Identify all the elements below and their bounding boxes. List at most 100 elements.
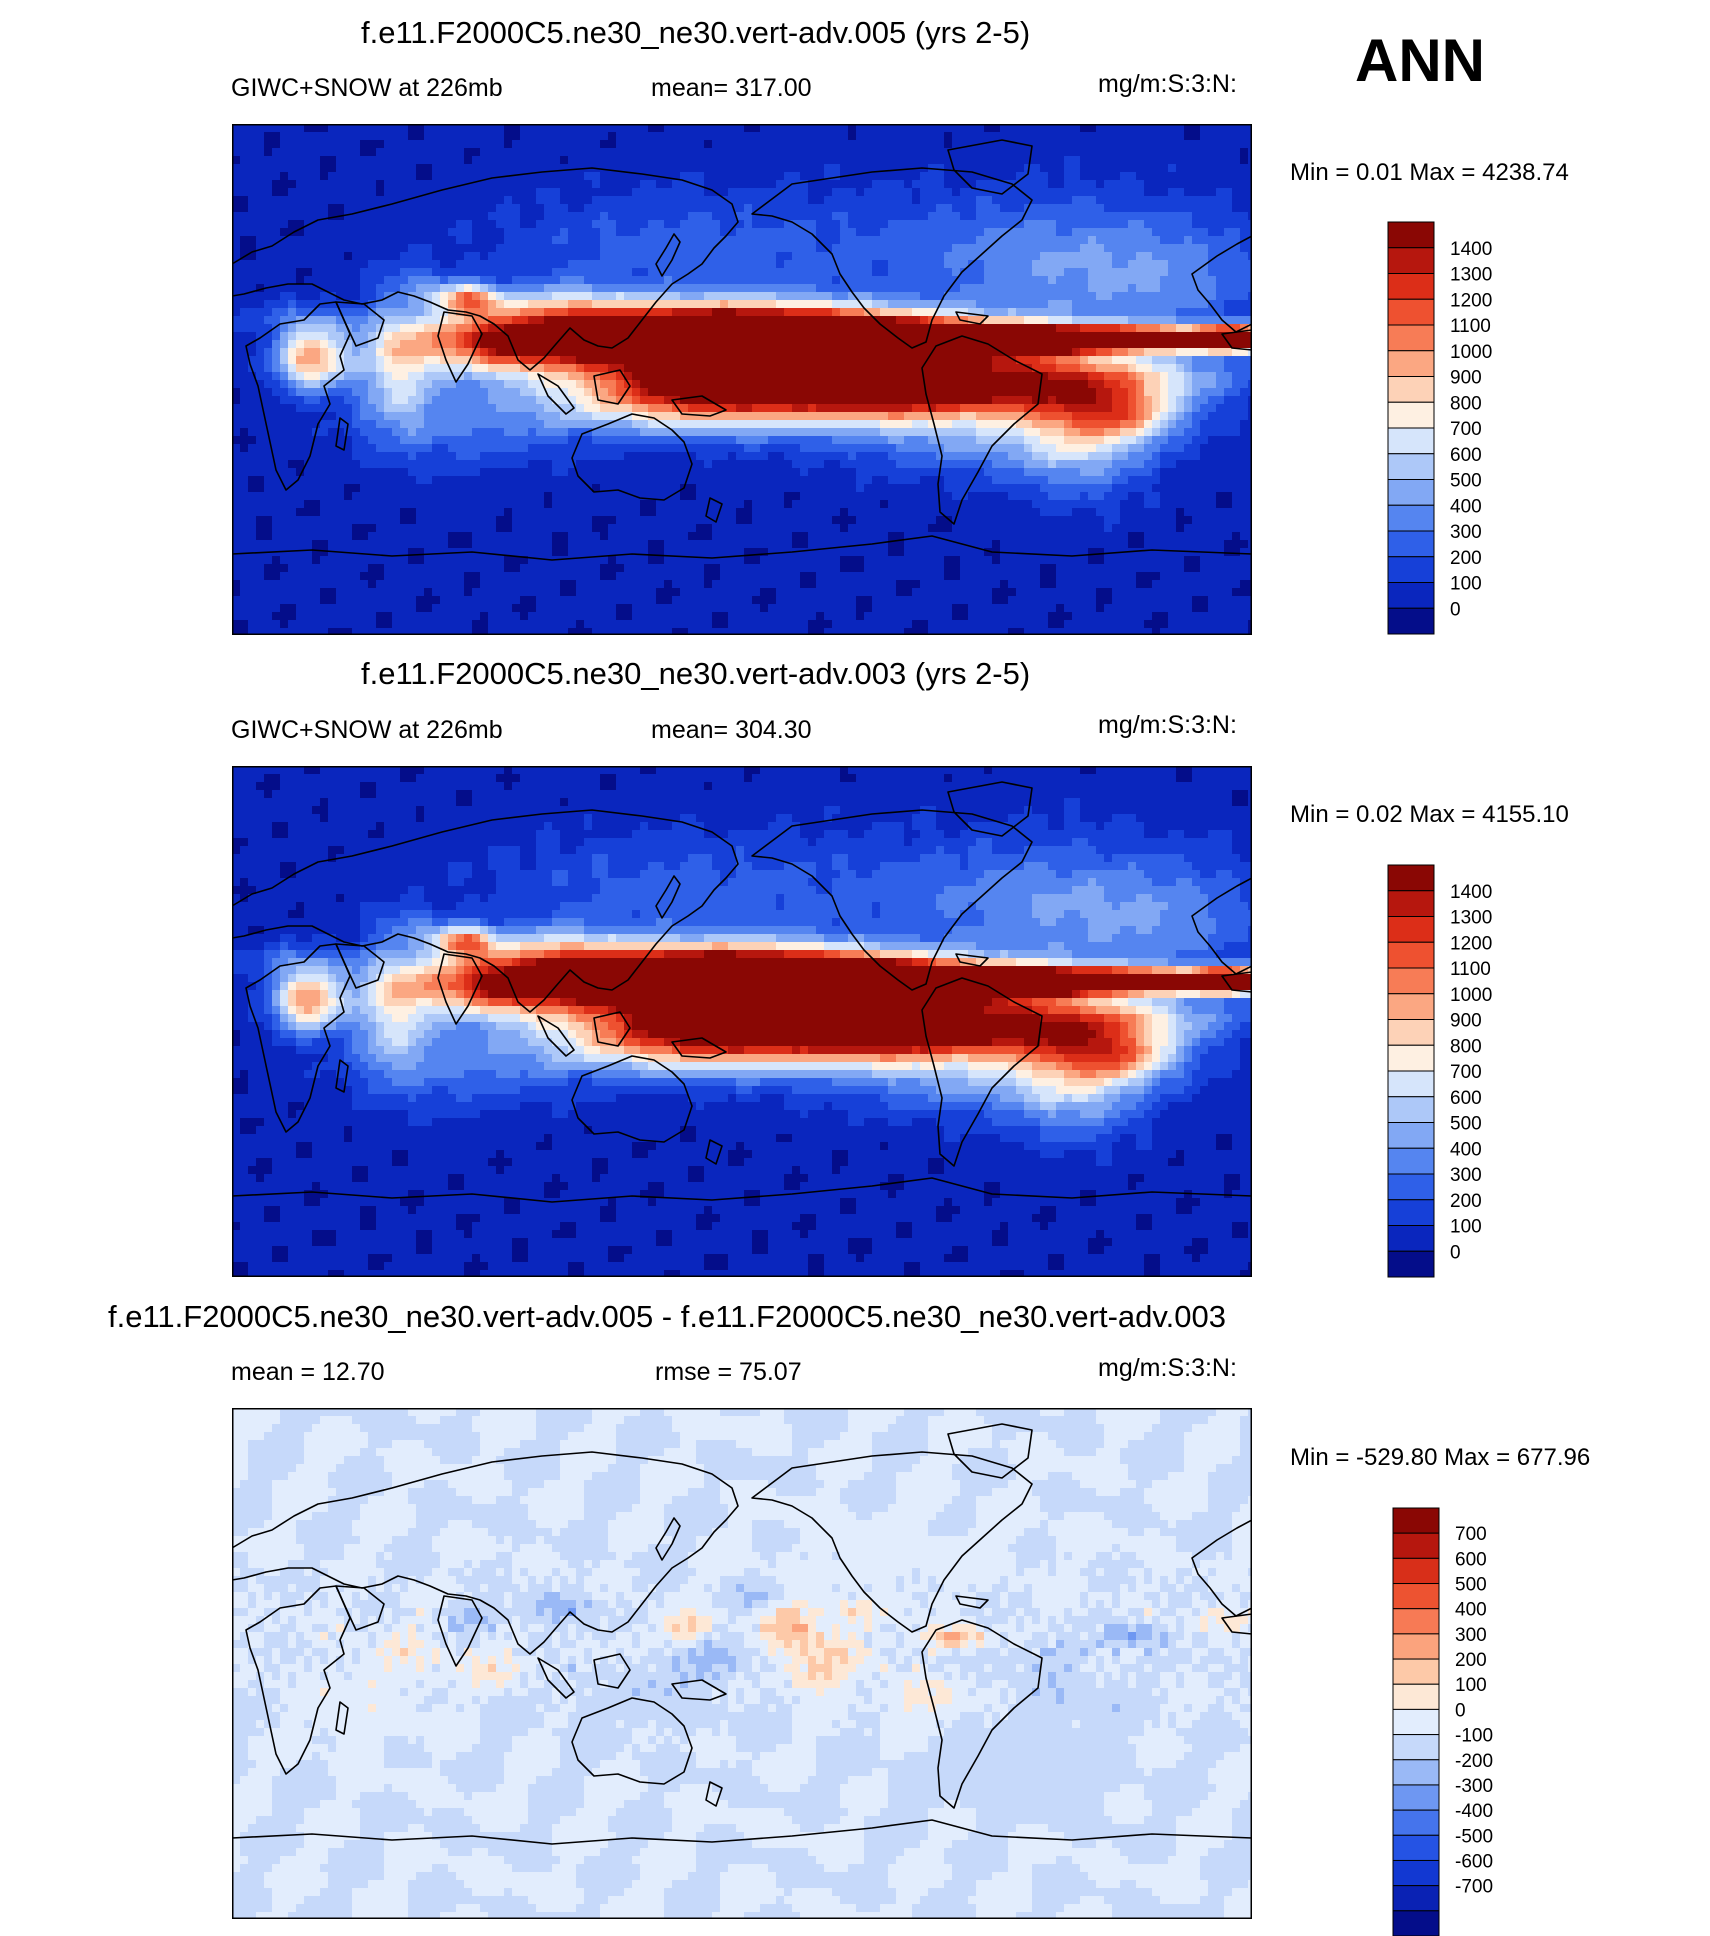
colorbar-swatch [1387, 1147, 1435, 1175]
colorbar-tick-label: 100 [1455, 1675, 1487, 1696]
colorbar-swatch [1392, 1734, 1440, 1761]
colorbar-tick-label: 1100 [1450, 316, 1491, 337]
coastline [437, 953, 483, 1025]
colorbar-swatch [1392, 1633, 1440, 1660]
colorbar-tick-label: 1000 [1450, 985, 1492, 1006]
colorbar-tick-label: 800 [1450, 1036, 1482, 1057]
colorbar-swatch [1392, 1708, 1440, 1736]
colorbar-tick-label: 500 [1455, 1575, 1487, 1596]
panel-1-colorbar: 1400130012001100100090080070060050040030… [1387, 221, 1492, 635]
colorbar-swatch [1387, 1019, 1435, 1046]
colorbar-swatch [1387, 376, 1435, 403]
coastline [955, 311, 989, 325]
colorbar-swatch [1387, 1250, 1435, 1278]
coastline [537, 1015, 575, 1057]
colorbar-swatch [1387, 504, 1435, 532]
panel-1-variable-label: GIWC+SNOW at 226mb [231, 74, 503, 103]
coastline [947, 1423, 1033, 1479]
colorbar-swatch [1387, 1044, 1435, 1072]
panel-3-map [232, 1408, 1252, 1919]
coastline [955, 1595, 989, 1609]
coastline [751, 1451, 1033, 1633]
colorbar-tick-label: -500 [1455, 1826, 1493, 1847]
colorbar-swatch [1387, 530, 1435, 558]
colorbar-tick-label: -100 [1455, 1726, 1493, 1747]
coastline [437, 311, 483, 383]
colorbar-swatch [1387, 479, 1435, 506]
colorbar-swatch [1387, 941, 1435, 969]
colorbar-swatch [1387, 324, 1435, 352]
panel-3-mean-label: mean = 12.70 [231, 1358, 385, 1387]
panel-3-colorbar: 700 600 500 400 300 200 100 0 -100 -200 -300 -400 -5… [1392, 1507, 1493, 1936]
colorbar-swatch [1387, 1122, 1435, 1149]
coastline [671, 395, 727, 417]
colorbar-swatch [1387, 273, 1435, 300]
colorbar-tick-label: 200 [1450, 548, 1482, 569]
coastline [232, 809, 739, 1013]
colorbar-swatch [1387, 916, 1435, 943]
colorbar-tick-label: 600 [1450, 1088, 1482, 1109]
coastline [705, 1139, 723, 1165]
colorbar-tick-label: 0 [1455, 1700, 1466, 1721]
coastline [921, 335, 1043, 525]
panel-2-map [232, 766, 1252, 1277]
panel-3-min-max: Min = -529.80 Max = 677.96 [1290, 1444, 1590, 1472]
colorbar-swatch [1387, 607, 1435, 635]
coastline [571, 1055, 693, 1143]
coastline [655, 1517, 681, 1561]
colorbar-tick-label: 100 [1450, 1217, 1482, 1238]
coastline [335, 943, 385, 989]
colorbar-swatch [1392, 1834, 1440, 1861]
colorbar-swatch [1387, 556, 1435, 583]
coastline [335, 1059, 349, 1093]
colorbar-swatch [1387, 401, 1435, 429]
colorbar-swatch [1387, 1070, 1435, 1098]
coastline [1191, 877, 1252, 975]
colorbar-tick-label: -600 [1455, 1851, 1493, 1872]
colorbar-tick-label: 1300 [1450, 265, 1492, 286]
colorbar-tick-label: 1400 [1450, 882, 1492, 903]
colorbar-tick-label: 300 [1455, 1625, 1487, 1646]
colorbar-swatch [1392, 1683, 1440, 1710]
colorbar-tick-label: 700 [1450, 1062, 1482, 1083]
panel-1-min-max: Min = 0.01 Max = 4238.74 [1290, 159, 1569, 187]
colorbar-tick-label: 200 [1450, 1191, 1482, 1212]
coastline [1191, 1519, 1252, 1617]
coastline [751, 167, 1033, 349]
coastline [232, 1451, 739, 1655]
panel-2-title: f.e11.F2000C5.ne30_ne30.vert-adv.003 (yr… [361, 656, 1030, 692]
colorbar-swatch [1387, 967, 1435, 995]
coastline [232, 1819, 1252, 1845]
colorbar-tick-label: 1100 [1450, 959, 1491, 980]
coastline [232, 1177, 1252, 1203]
colorbar-tick-label: 400 [1450, 1139, 1482, 1160]
panel-3-title: f.e11.F2000C5.ne30_ne30.vert-adv.005 - f… [108, 1299, 1226, 1335]
colorbar-swatch [1392, 1507, 1440, 1534]
coastline [751, 809, 1033, 991]
coastline [571, 1697, 693, 1785]
coastline [705, 497, 723, 523]
coastline [335, 301, 385, 347]
colorbar-swatch [1387, 247, 1435, 274]
colorbar-tick-label: 500 [1450, 1114, 1482, 1135]
coastline [705, 1781, 723, 1807]
coastline [947, 139, 1033, 195]
coastline [245, 1585, 351, 1775]
colorbar-tick-label: 100 [1450, 574, 1482, 595]
colorbar-swatch [1387, 890, 1435, 917]
colorbar-tick-label: 300 [1450, 522, 1482, 543]
panel-1-title: f.e11.F2000C5.ne30_ne30.vert-adv.005 (yr… [361, 15, 1030, 51]
colorbar-tick-label: 400 [1455, 1600, 1487, 1621]
colorbar-tick-label: 700 [1455, 1524, 1487, 1545]
colorbar-swatch [1387, 1225, 1435, 1252]
colorbar-tick-label: 900 [1450, 368, 1482, 389]
colorbar-tick-label: -300 [1455, 1776, 1493, 1797]
colorbar-swatch [1387, 1096, 1435, 1123]
colorbar-tick-label: 900 [1450, 1011, 1482, 1032]
colorbar-tick-label: 1000 [1450, 342, 1492, 363]
colorbar-swatch [1387, 427, 1435, 455]
coastline [671, 1679, 727, 1701]
colorbar-swatch [1392, 1658, 1440, 1685]
colorbar-tick-label: -700 [1455, 1877, 1493, 1898]
colorbar-swatch [1387, 298, 1435, 326]
